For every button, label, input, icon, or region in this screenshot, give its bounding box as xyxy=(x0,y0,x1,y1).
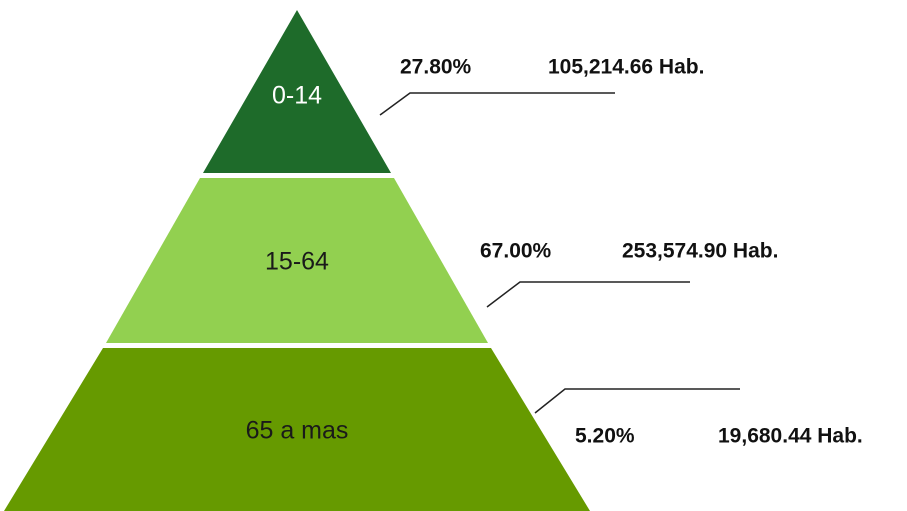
leader-line xyxy=(486,281,690,308)
population-label: 19,680.44 Hab. xyxy=(718,425,863,448)
population-label: 105,214.66 Hab. xyxy=(548,56,704,79)
level-label: 65 a mas xyxy=(246,417,349,445)
pyramid-level-top xyxy=(203,10,391,173)
level-label: 0-14 xyxy=(272,82,322,110)
population-label: 253,574.90 Hab. xyxy=(622,240,778,263)
percent-label: 5.20% xyxy=(575,425,635,448)
percent-label: 67.00% xyxy=(480,240,552,263)
pyramid-level-bottom xyxy=(4,348,590,511)
pyramid-level-middle xyxy=(106,178,488,343)
leader-line xyxy=(534,388,740,414)
percent-label: 27.80% xyxy=(400,56,472,79)
leader-line xyxy=(379,92,615,116)
level-label: 15-64 xyxy=(265,248,329,276)
